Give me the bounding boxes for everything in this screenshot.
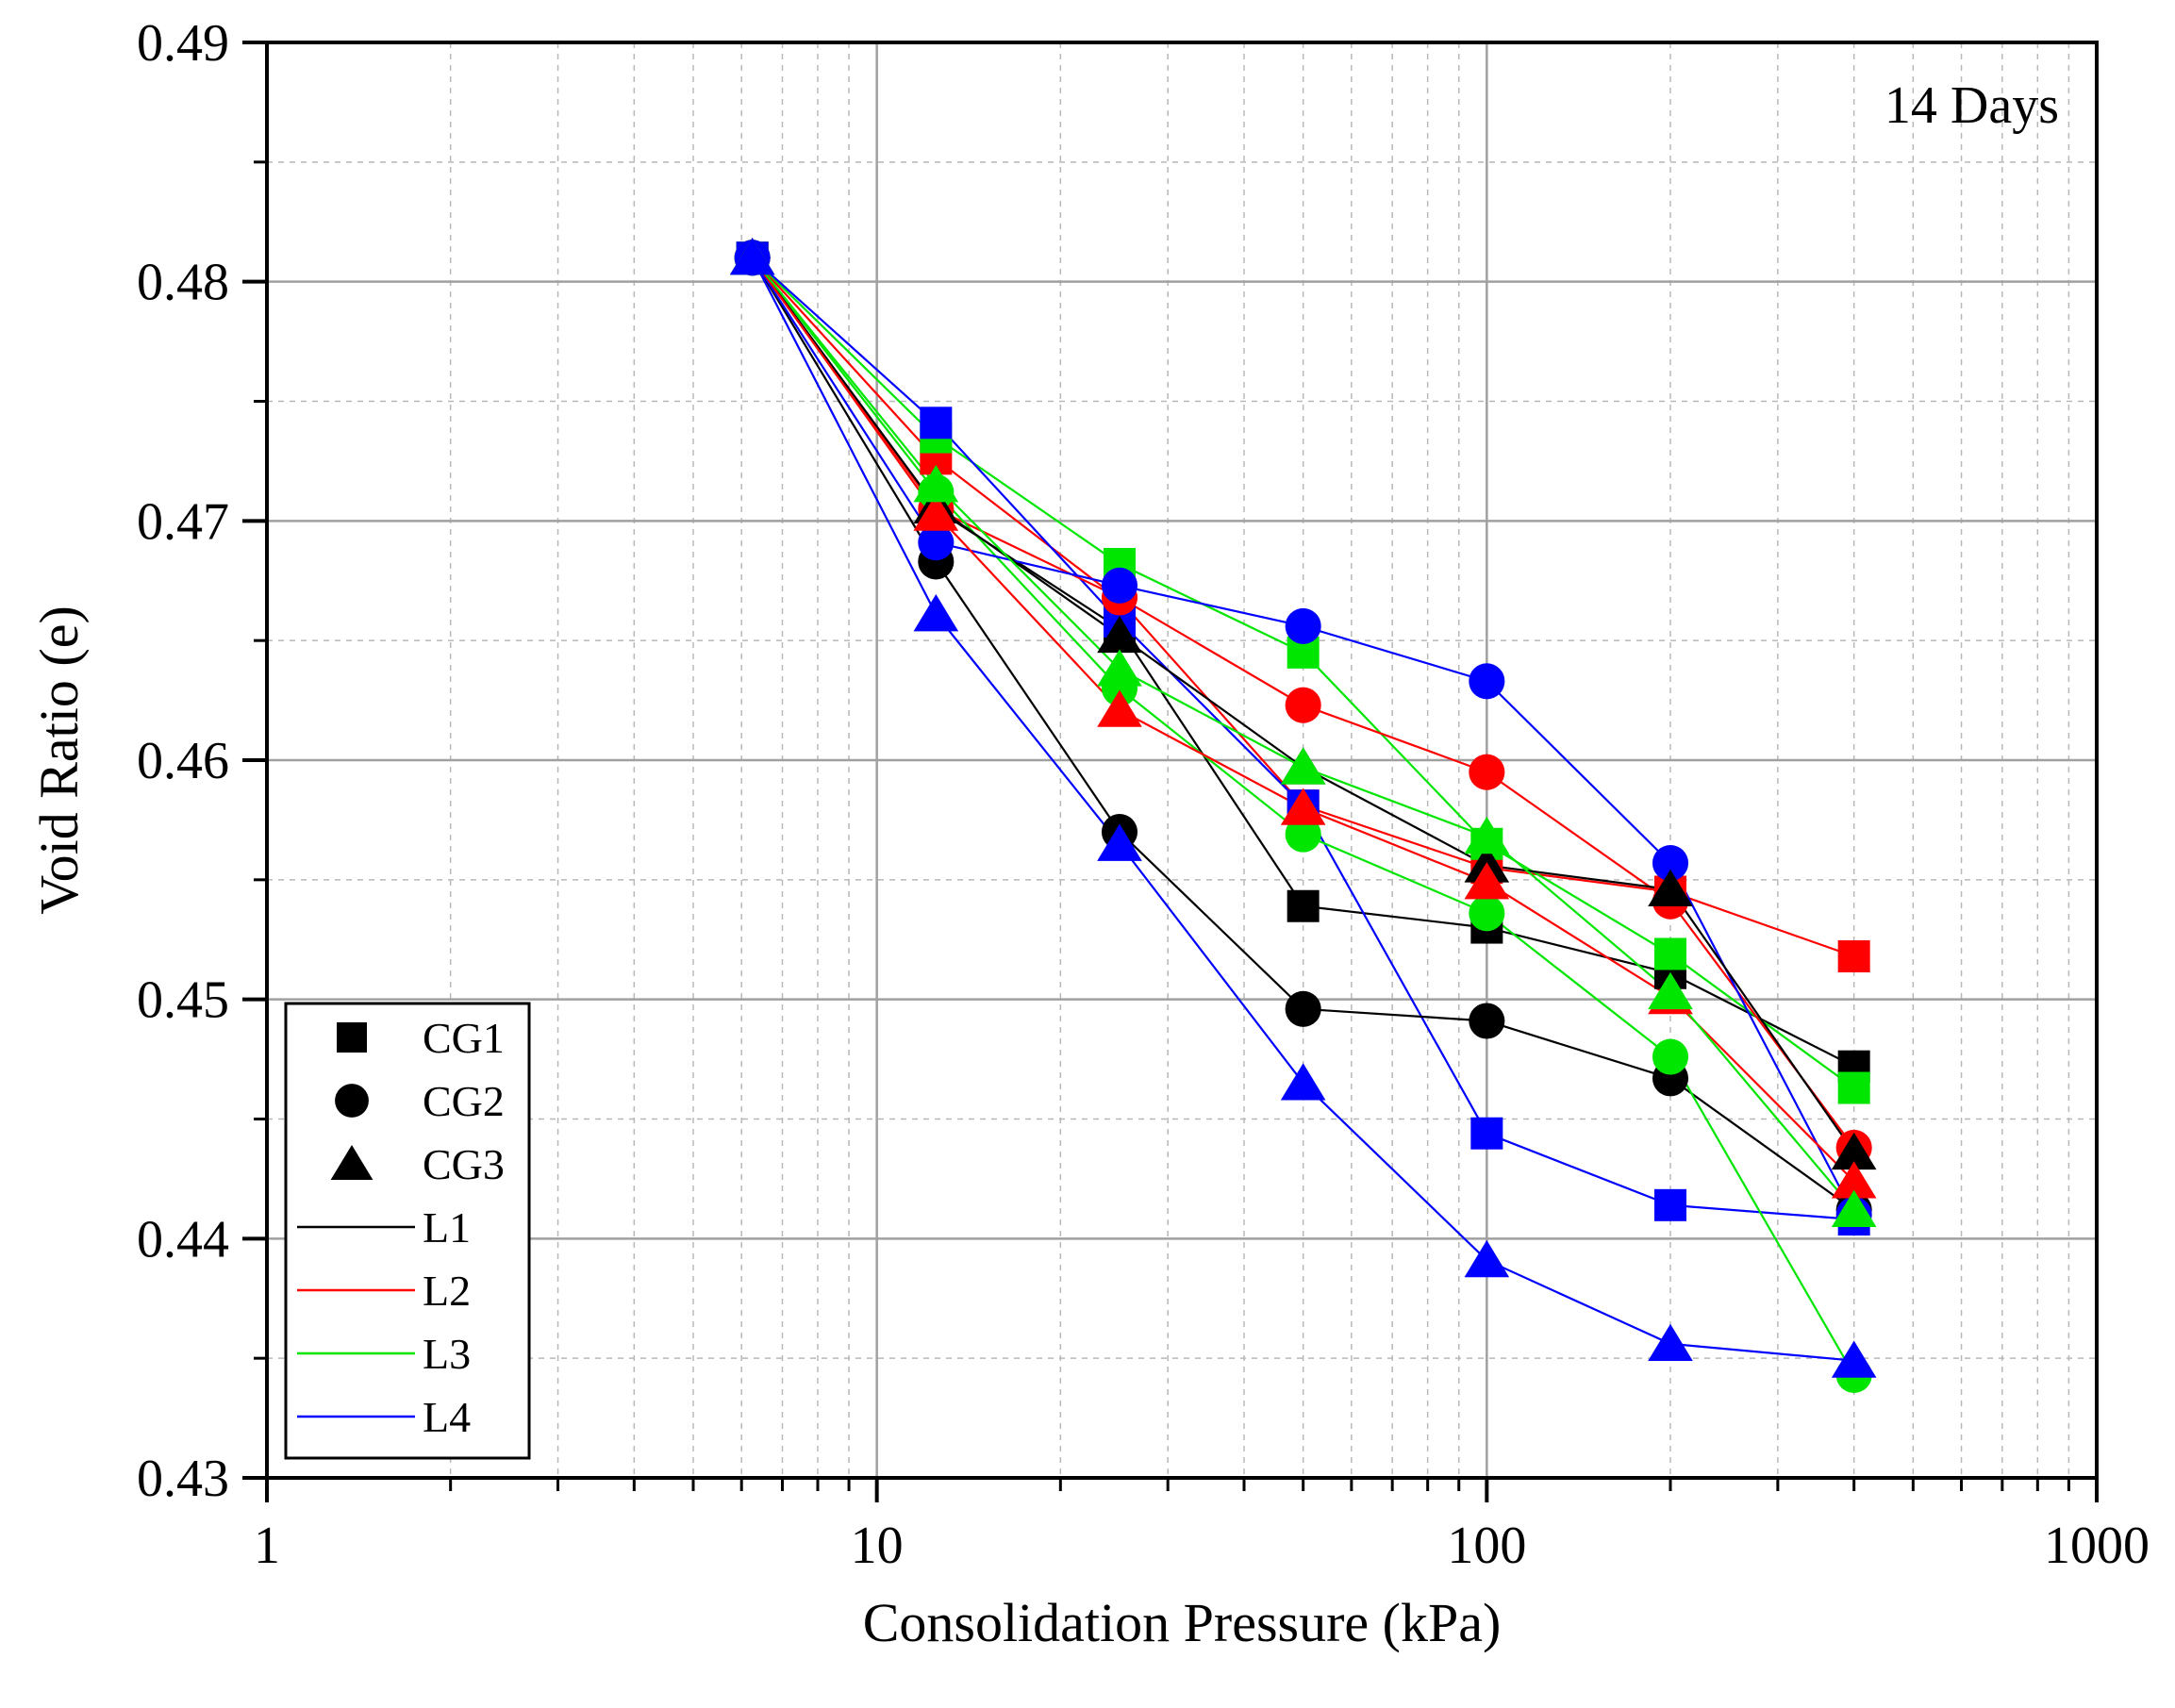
x-tick-label: 1 [254,1517,280,1575]
data-point-cg2-l1 [1469,1003,1505,1039]
data-point-cg3-l4 [913,594,959,632]
legend-symbol-cg2 [335,1084,369,1118]
legend-box [284,1002,531,1460]
y-tick-label: 0.49 [137,14,229,73]
data-point-cg3-l1 [1648,869,1693,907]
data-point-cg3-l3 [913,465,959,503]
legend-symbol-cg1 [337,1022,367,1053]
data-point-cg2-l4 [1101,567,1138,604]
y-tick-label: 0.48 [137,254,229,312]
data-point-cg2-l1 [1285,990,1321,1027]
annotation-label: 14 Days [1884,76,2059,135]
data-point-cg2-l4 [1285,607,1321,644]
legend-label-l4: L4 [423,1393,471,1441]
legend-label-cg2: CG2 [423,1077,505,1125]
legend: CG1 CG2 CG3 L1 L2 L3 L4 [284,1002,531,1460]
legend-label-l2: L2 [423,1267,471,1315]
data-point-cg1-l3 [1653,937,1686,970]
y-tick-label: 0.46 [137,732,229,790]
legend-label-l1: L1 [423,1203,471,1252]
data-point-cg3-l2 [1831,1161,1877,1199]
data-point-cg2-l4 [1652,845,1689,882]
data-point-cg3-l3 [1280,747,1326,785]
y-tick-label: 0.43 [137,1450,229,1508]
axis-ticks: 1 10 100 1000 0.43 0.44 0.45 0.46 0.47 0.48 0.49 [137,14,2150,1575]
data-point-cg1-l2 [1837,940,1870,973]
data-point-cg2-l2 [1285,687,1321,723]
data-point-cg3-l3 [1831,1189,1877,1227]
data-point-cg3-l2 [913,493,959,531]
y-axis-title: Void Ratio (e) [28,605,90,915]
data-point-cg1-l4 [1653,1188,1686,1221]
data-point-cg1-l3 [1837,1071,1870,1104]
legend-label-cg3: CG3 [423,1140,505,1188]
x-tick-label: 100 [1447,1517,1526,1575]
data-point-cg2-l4 [1469,663,1505,700]
data-point-cg2-l2 [1469,754,1505,790]
grid [267,42,2097,1478]
x-tick-label: 1000 [2044,1517,2150,1575]
data-point-cg2-l3 [1285,816,1321,853]
x-tick-label: 10 [851,1517,904,1575]
data-point-cg3-l4 [1280,1063,1326,1101]
y-tick-label: 0.44 [137,1210,229,1269]
data-point-cg3-l4 [1831,1340,1877,1378]
legend-label-cg1: CG1 [423,1014,505,1062]
y-tick-label: 0.47 [137,492,229,551]
data-point-cg3-l1 [1097,615,1142,654]
data-point-cg3-l3 [1648,971,1693,1010]
data-point-cg2-l3 [1469,895,1505,932]
series-markers [729,238,1877,1393]
data-point-cg3-l3 [1097,649,1142,687]
data-point-cg3-l4 [1464,1239,1510,1278]
data-point-cg3-l2 [1280,788,1326,825]
data-point-cg3-l3 [1464,816,1510,854]
data-point-cg3-l4 [1097,823,1142,861]
data-point-cg2-l3 [1652,1038,1689,1075]
data-point-cg3-l1 [1831,1132,1877,1170]
data-point-cg1-l4 [920,406,953,439]
legend-symbol-cg3 [330,1145,374,1180]
x-axis-title: Consolidation Pressure (kPa) [863,1592,1502,1653]
data-point-cg2-l4 [918,524,955,561]
data-point-cg1-l4 [1470,1117,1503,1150]
legend-label-l3: L3 [423,1330,471,1378]
data-point-cg3-l4 [1648,1323,1693,1362]
y-tick-label: 0.45 [137,971,229,1030]
data-point-cg3-l2 [1097,689,1142,727]
data-point-cg3-l2 [1464,862,1510,900]
data-point-cg3-l4 [729,238,775,275]
data-point-cg1-l1 [1287,889,1320,922]
